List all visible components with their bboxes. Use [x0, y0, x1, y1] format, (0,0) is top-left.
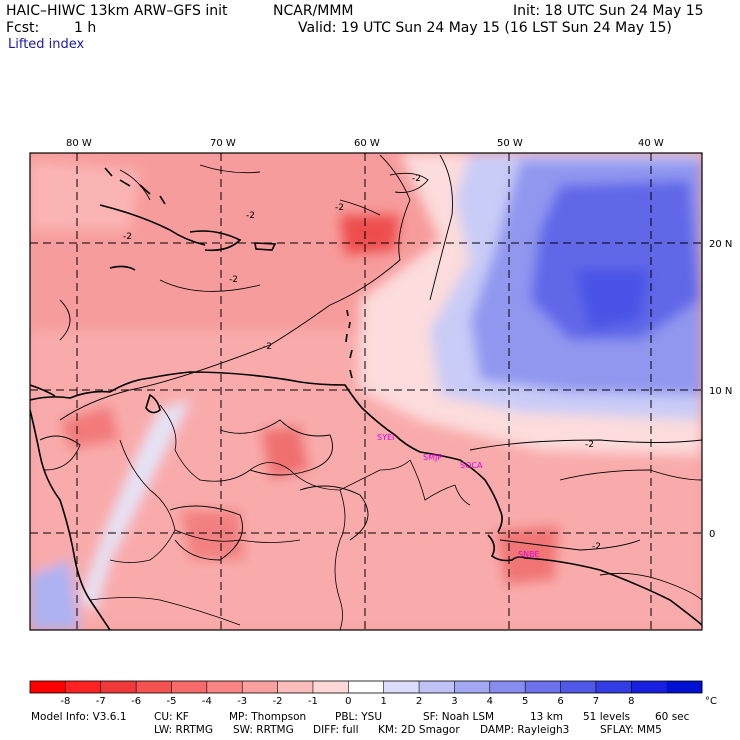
- lon-label: 50 W: [497, 138, 523, 149]
- footer-longwave: LW: RRTMG: [154, 724, 213, 736]
- organization-label: NCAR/MMM: [273, 3, 354, 19]
- colorbar-swatch: [595, 681, 632, 693]
- colorbar-swatch: [242, 681, 279, 693]
- lon-label: 80 W: [66, 138, 92, 149]
- contour-label: -2: [123, 232, 132, 242]
- colorbar-swatch: [277, 681, 314, 693]
- colorbar-swatch: [489, 681, 526, 693]
- contour-lines: [39, 154, 702, 601]
- lat-label: 0: [709, 529, 715, 540]
- contour-label: -2: [229, 275, 238, 285]
- colorbar-tick-label: 6: [557, 696, 563, 707]
- colorbar-swatch: [419, 681, 455, 693]
- colorbar-swatch: [171, 681, 208, 693]
- station-label: SYEI: [377, 433, 394, 442]
- colorbar-tick-label: 1: [380, 696, 386, 707]
- colorbar-tick-label: 2: [416, 696, 422, 707]
- colorbar-tick-label: -1: [308, 696, 318, 707]
- colorbar-swatch: [65, 681, 102, 693]
- colorbar-swatch: [312, 681, 349, 693]
- forecast-value: 1 h: [74, 20, 97, 36]
- station-label: SMJP: [423, 453, 442, 462]
- colorbar-tick-label: -5: [166, 696, 176, 707]
- lon-label: 70 W: [210, 138, 236, 149]
- colorbar-swatch: [30, 681, 66, 693]
- colorbar-swatch: [666, 681, 703, 693]
- station-label: SOCA: [460, 461, 483, 470]
- colorbar-swatch: [454, 681, 491, 693]
- contour-label: -2: [335, 203, 344, 213]
- forecast-label: Fcst:: [6, 20, 40, 36]
- colorbar-swatch: [383, 681, 420, 693]
- model-title: HAIC–HIWC 13km ARW–GFS init: [6, 3, 228, 19]
- footer-resolution: 13 km: [530, 711, 564, 723]
- colorbar-tick-label: 4: [487, 696, 493, 707]
- footer-shortwave: SW: RRTMG: [233, 724, 294, 736]
- footer-surface-layer: SFLAY: MM5: [600, 724, 662, 736]
- footer-pbl: PBL: YSU: [335, 711, 383, 723]
- init-time: Init: 18 UTC Sun 24 May 15: [513, 3, 704, 19]
- lat-label: 20 N: [709, 239, 732, 250]
- contour-label: -2: [592, 542, 601, 552]
- colorbar-tick-label: -6: [131, 696, 141, 707]
- valid-time: Valid: 19 UTC Sun 24 May 15 (16 LST Sun …: [298, 20, 672, 36]
- footer-microphysics: MP: Thompson: [229, 711, 307, 723]
- colorbar-swatch: [631, 681, 668, 693]
- footer-diffusion: DIFF: full: [313, 724, 359, 736]
- colorbar-swatch: [206, 681, 243, 693]
- colorbar-tick-label: -4: [202, 696, 212, 707]
- field-shading: [30, 153, 702, 630]
- colorbar-tick-label: 0: [345, 696, 351, 707]
- footer-cumulus: CU: KF: [154, 711, 189, 723]
- station-label: SNBE: [518, 550, 540, 559]
- map-frame: [29, 152, 703, 631]
- contour-labels: -2 -2 -2 -2 -2 -2 -2 -2: [123, 174, 601, 552]
- field-name: Lifted index: [8, 37, 85, 52]
- colorbar-frame: [29, 680, 703, 694]
- colorbar-swatch: [525, 681, 562, 693]
- colorbar-tick-label: -7: [96, 696, 106, 707]
- colorbar-swatch: [136, 681, 172, 693]
- colorbar-tick-label: 8: [628, 696, 634, 707]
- colorbar-tick-label: -3: [237, 696, 247, 707]
- colorbar-unit: °C: [705, 696, 717, 707]
- footer-timestep: 60 sec: [655, 711, 690, 723]
- colorbar-swatch: [560, 681, 597, 693]
- colorbar-tick-label: 5: [522, 696, 528, 707]
- lat-label: 10 N: [709, 386, 732, 397]
- colorbar-tick-label: 3: [451, 696, 457, 707]
- footer-damping: DAMP: Rayleigh3: [480, 724, 570, 736]
- country-borders: [89, 404, 471, 630]
- contour-label: -2: [263, 342, 272, 352]
- contour-label: -2: [585, 440, 594, 450]
- footer-km: KM: 2D Smagor: [378, 724, 460, 736]
- lon-label: 60 W: [354, 138, 380, 149]
- footer-surface: SF: Noah LSM: [423, 711, 495, 723]
- footer-model-info: Model Info: V3.6.1: [31, 711, 127, 723]
- colorbar-tick-label: -8: [60, 696, 70, 707]
- graticule: [30, 153, 702, 630]
- colorbar: -8 -7 -6 -5 -4 -3 -2 -1 0 1 2 3 4 5 6 7 8 °C: [29, 680, 717, 707]
- colorbar-tick-label: -2: [273, 696, 283, 707]
- colorbar-swatch: [348, 681, 385, 693]
- contour-label: -2: [412, 174, 421, 184]
- lon-label: 40 W: [638, 138, 664, 149]
- footer-levels: 51 levels: [583, 711, 631, 723]
- contour-label: -2: [246, 211, 255, 221]
- colorbar-tick-label: 7: [593, 696, 599, 707]
- colorbar-swatch: [100, 681, 137, 693]
